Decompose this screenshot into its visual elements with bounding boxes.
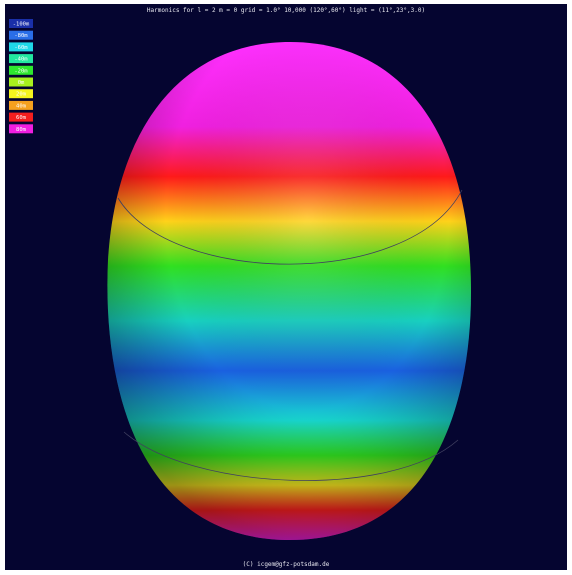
legend-label: 20m <box>16 92 27 98</box>
shading <box>107 42 471 540</box>
legend-label: -80m <box>14 33 28 39</box>
legend-label: -40m <box>14 57 28 63</box>
legend-label: -60m <box>14 45 28 51</box>
footer: (C) icgem@gfz-potsdam.de <box>243 561 330 568</box>
legend-label: 60m <box>16 115 27 121</box>
title: Harmonics for l = 2 m = 0 grid = 1.0° 10… <box>147 7 425 14</box>
legend-label: 40m <box>16 103 27 109</box>
viewer: Harmonics for l = 2 m = 0 grid = 1.0° 10… <box>0 0 572 575</box>
legend-label: -100m <box>13 22 30 28</box>
legend-label: -20m <box>14 68 28 74</box>
legend-label: 0m <box>18 80 25 86</box>
legend-label: 80m <box>16 127 27 133</box>
